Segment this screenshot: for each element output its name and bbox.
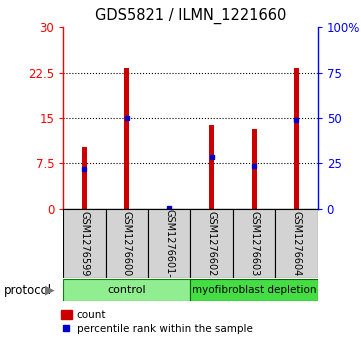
- Bar: [252, 129, 257, 209]
- Bar: [233, 209, 275, 278]
- Legend: count, percentile rank within the sample: count, percentile rank within the sample: [61, 310, 253, 334]
- Bar: [191, 279, 318, 301]
- Text: GSM1276604: GSM1276604: [291, 211, 301, 276]
- Bar: [275, 209, 318, 278]
- Bar: [63, 279, 191, 301]
- Text: GSM1276601-: GSM1276601-: [164, 209, 174, 278]
- Text: GSM1276599: GSM1276599: [79, 211, 90, 276]
- Bar: [148, 209, 191, 278]
- Bar: [209, 125, 214, 209]
- Text: GSM1276602: GSM1276602: [206, 211, 217, 276]
- Bar: [167, 206, 172, 209]
- Bar: [294, 68, 299, 209]
- Bar: [82, 147, 87, 209]
- Text: control: control: [108, 285, 146, 295]
- Title: GDS5821 / ILMN_1221660: GDS5821 / ILMN_1221660: [95, 8, 286, 24]
- Text: ▶: ▶: [45, 284, 55, 297]
- Text: protocol: protocol: [4, 284, 52, 297]
- Text: GSM1276603: GSM1276603: [249, 211, 259, 276]
- Bar: [105, 209, 148, 278]
- Bar: [124, 68, 129, 209]
- Bar: [63, 209, 105, 278]
- Text: GSM1276600: GSM1276600: [122, 211, 132, 276]
- Text: myofibroblast depletion: myofibroblast depletion: [192, 285, 316, 295]
- Bar: [191, 209, 233, 278]
